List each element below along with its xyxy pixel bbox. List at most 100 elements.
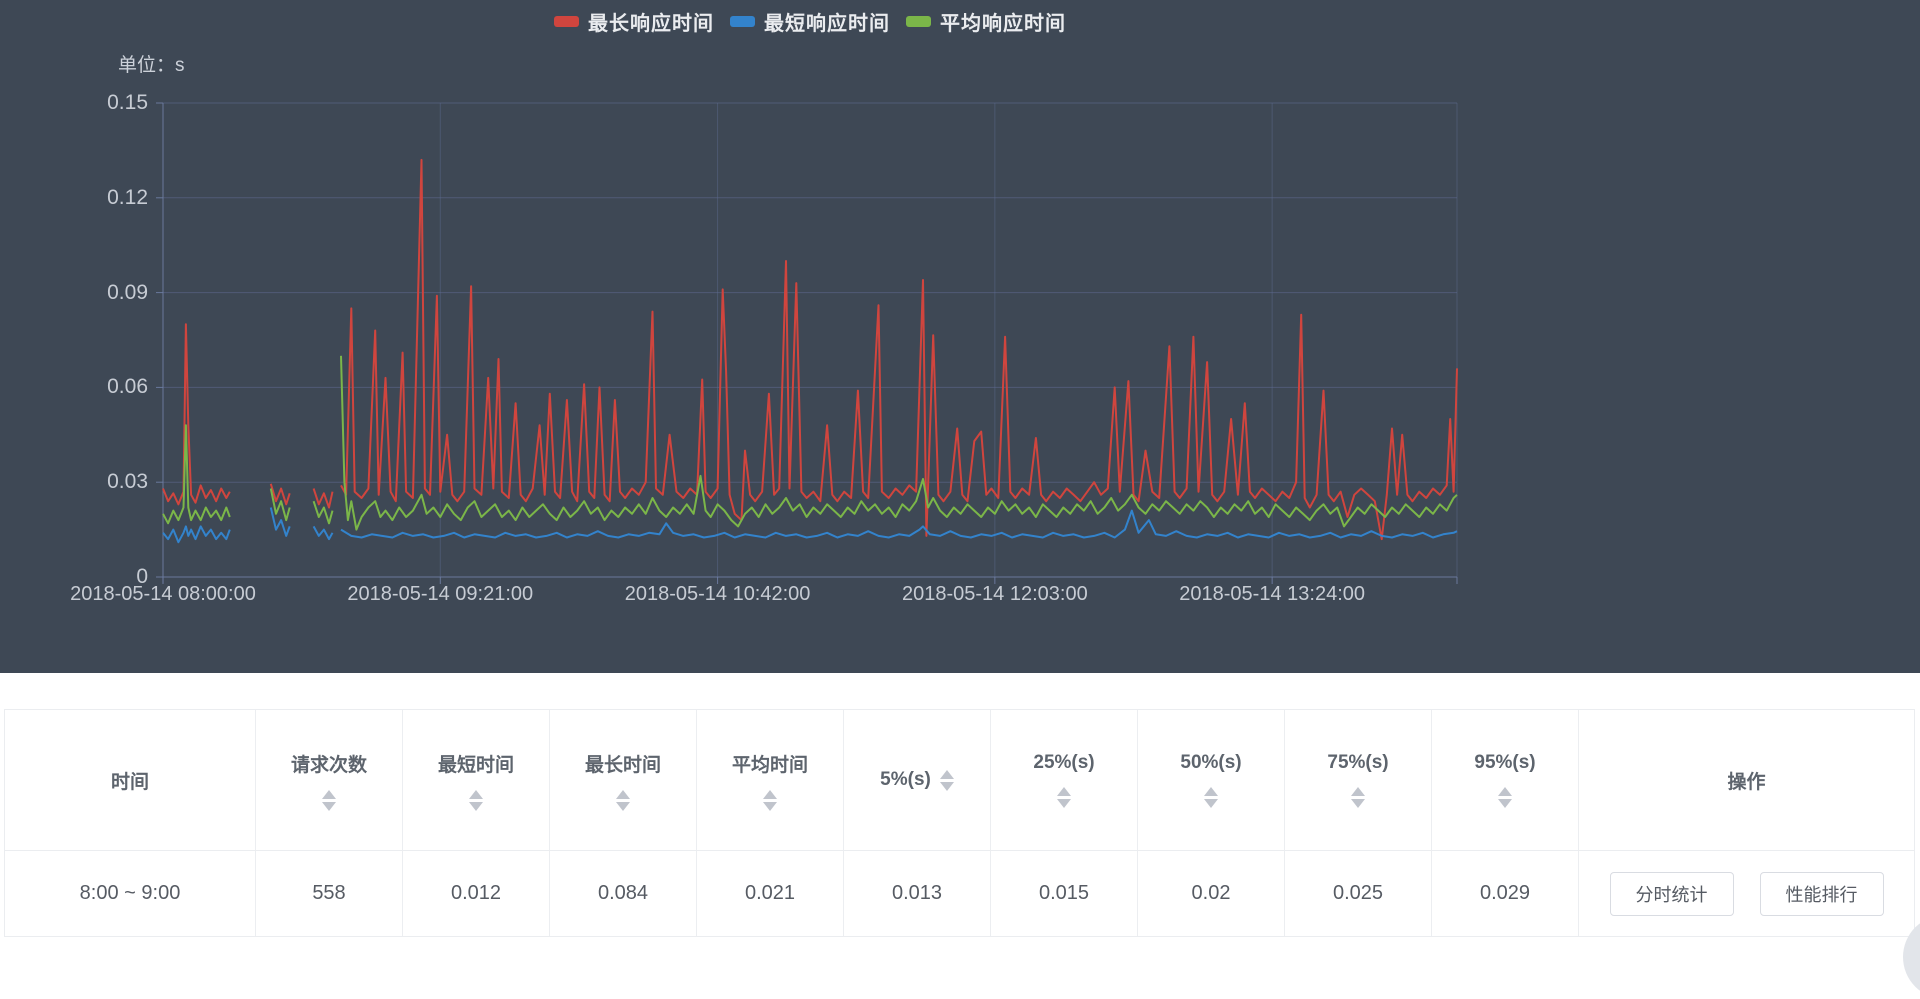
legend-item-1[interactable]: 最短响应时间 <box>730 7 890 36</box>
sort-caret[interactable] <box>469 789 483 811</box>
column-header-1: 请求次数 <box>256 710 403 850</box>
series-line <box>162 323 231 506</box>
column-header-9: 95%(s) <box>1432 710 1579 850</box>
stats-table: 时间 请求次数 最短时间 最长时间 平均时间 5%(s) 25%(s) 50%(s) 75%(s… <box>4 709 1915 937</box>
column-header-3: 最长时间 <box>550 710 697 850</box>
y-axis-tick-label: 0.12 <box>107 185 148 209</box>
column-header-label: 请求次数 <box>290 754 367 776</box>
column-header-label: 5%(s) <box>880 769 931 790</box>
caret-down-icon[interactable] <box>616 801 630 811</box>
x-axis-tick-label: 2018-05-14 13:24:00 <box>1179 583 1365 605</box>
column-header-label: 最短时间 <box>437 754 514 776</box>
chart-legend: 最长响应时间 最短响应时间 平均响应时间 <box>163 7 1457 36</box>
legend-swatch-icon <box>554 16 579 27</box>
legend-item-0[interactable]: 最长响应时间 <box>554 7 714 36</box>
column-header-label: 最长时间 <box>584 754 661 776</box>
column-header-label: 操作 <box>1727 771 1766 793</box>
series-line <box>269 488 291 522</box>
x-axis-tick-label: 2018-05-14 09:21:00 <box>347 583 534 605</box>
series-line <box>312 488 334 509</box>
series-line <box>340 355 1458 531</box>
series-line <box>312 525 334 541</box>
cell-2: 0.012 <box>403 851 550 936</box>
column-header-label: 平均时间 <box>731 754 808 776</box>
series-line <box>269 507 291 537</box>
series-line <box>312 500 334 525</box>
caret-up-icon[interactable] <box>1204 787 1218 796</box>
caret-up-icon[interactable] <box>322 789 336 799</box>
y-axis-tick-label: 0.15 <box>107 91 148 114</box>
cell-7: 0.02 <box>1138 851 1285 936</box>
legend-item-label: 最长响应时间 <box>588 13 714 35</box>
column-header-10: 操作 <box>1579 710 1914 850</box>
legend-item-label: 最短响应时间 <box>764 13 890 35</box>
legend-swatch-icon <box>906 16 931 27</box>
y-axis-tick-label: 0 <box>136 565 148 588</box>
sort-caret[interactable] <box>939 769 954 791</box>
column-header-label: 95%(s) <box>1474 752 1536 773</box>
performance-rank-button[interactable]: 性能排行 <box>1759 871 1884 916</box>
sort-caret[interactable] <box>616 789 630 811</box>
x-axis-tick-label: 2018-05-14 12:03:00 <box>901 583 1088 605</box>
cell-0: 8:00 ~ 9:00 <box>5 851 256 936</box>
column-header-8: 75%(s) <box>1285 710 1432 850</box>
caret-down-icon[interactable] <box>939 781 954 791</box>
series-line <box>269 483 291 506</box>
legend-swatch-icon <box>730 16 755 27</box>
column-header-label: 50%(s) <box>1180 752 1242 773</box>
response-time-chart[interactable] <box>0 0 1920 673</box>
cell-4: 0.021 <box>697 851 844 936</box>
caret-down-icon[interactable] <box>322 801 336 811</box>
caret-down-icon[interactable] <box>1498 799 1512 808</box>
caret-up-icon[interactable] <box>469 789 483 799</box>
cell-3: 0.084 <box>550 851 697 936</box>
caret-down-icon[interactable] <box>1351 799 1365 808</box>
series-line <box>340 158 1458 541</box>
caret-down-icon[interactable] <box>763 801 777 811</box>
chart-unit-label: 单位：s <box>118 55 185 76</box>
caret-up-icon[interactable] <box>763 789 777 799</box>
caret-down-icon[interactable] <box>1057 799 1071 808</box>
series-line <box>162 424 231 525</box>
legend-item-label: 平均响应时间 <box>940 13 1066 35</box>
x-axis-tick-label: 2018-05-14 08:00:00 <box>70 583 256 605</box>
hourly-stats-button[interactable]: 分时统计 <box>1609 871 1734 916</box>
series-line <box>340 509 1458 539</box>
actions-cell: 分时统计 性能排行 <box>1579 851 1914 936</box>
column-header-label: 25%(s) <box>1033 752 1095 773</box>
legend-item-2[interactable]: 平均响应时间 <box>906 7 1066 36</box>
y-axis-tick-label: 0.03 <box>107 470 148 494</box>
cell-6: 0.015 <box>991 851 1138 936</box>
cell-1: 558 <box>256 851 403 936</box>
column-header-2: 最短时间 <box>403 710 550 850</box>
sort-caret[interactable] <box>1498 787 1512 808</box>
sort-caret[interactable] <box>1204 787 1218 808</box>
caret-up-icon[interactable] <box>939 769 954 779</box>
column-header-7: 50%(s) <box>1138 710 1285 850</box>
y-axis-tick-label: 0.09 <box>107 280 148 304</box>
column-header-label: 75%(s) <box>1327 752 1389 773</box>
sort-caret[interactable] <box>1351 787 1365 808</box>
cell-8: 0.025 <box>1285 851 1432 936</box>
cell-9: 0.029 <box>1432 851 1579 936</box>
column-header-0: 时间 <box>5 710 256 850</box>
sort-caret[interactable] <box>1057 787 1071 808</box>
series-line <box>162 525 231 544</box>
cell-5: 0.013 <box>844 851 991 936</box>
x-axis-tick-label: 2018-05-14 10:42:00 <box>624 583 811 605</box>
column-header-4: 平均时间 <box>697 710 844 850</box>
sort-caret[interactable] <box>763 789 777 811</box>
caret-up-icon[interactable] <box>1498 787 1512 796</box>
sort-caret[interactable] <box>322 789 336 811</box>
caret-up-icon[interactable] <box>616 789 630 799</box>
table-header-row: 时间 请求次数 最短时间 最长时间 平均时间 5%(s) 25%(s) 50%(s) 75%(s… <box>5 710 1914 850</box>
column-header-6: 25%(s) <box>991 710 1138 850</box>
caret-down-icon[interactable] <box>469 801 483 811</box>
column-header-5: 5%(s) <box>844 710 991 850</box>
y-axis-tick-label: 0.06 <box>107 375 148 399</box>
column-header-label: 时间 <box>110 771 149 793</box>
caret-down-icon[interactable] <box>1204 799 1218 808</box>
caret-up-icon[interactable] <box>1057 787 1071 796</box>
caret-up-icon[interactable] <box>1351 787 1365 796</box>
response-time-chart-panel: 最长响应时间 最短响应时间 平均响应时间 单位：s 0 0.03 0.06 0.09 0.1… <box>0 0 1920 673</box>
